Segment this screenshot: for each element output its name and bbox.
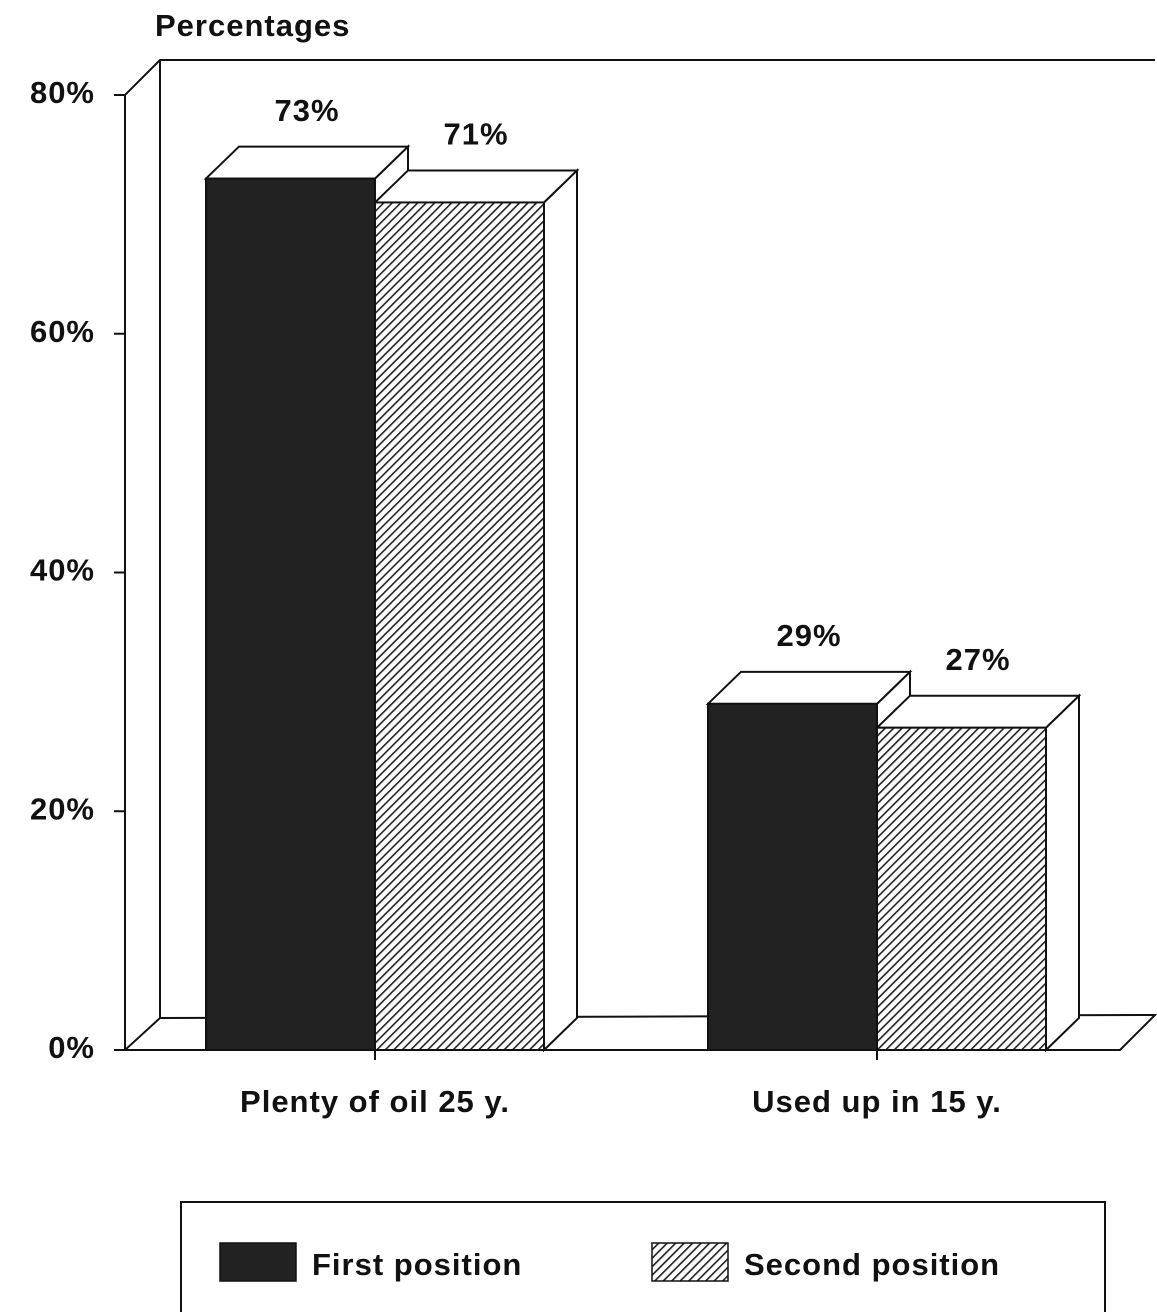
legend-swatch <box>219 1242 297 1282</box>
bar-front <box>205 177 376 1051</box>
chart-title: Percentages <box>155 8 350 43</box>
legend-label: Second position <box>744 1247 1000 1282</box>
data-label: 29% <box>776 618 841 653</box>
bar-top <box>203 145 411 180</box>
bar-top <box>705 670 913 705</box>
bar <box>372 168 580 1053</box>
y-tick-label: 40% <box>30 553 95 588</box>
bar-side <box>543 168 578 1053</box>
y-tick-label: 0% <box>48 1030 95 1065</box>
legend-box <box>180 1201 1106 1312</box>
bar-side <box>1045 693 1080 1053</box>
legend-label: First position <box>312 1247 522 1282</box>
data-label: 27% <box>945 642 1010 677</box>
data-label: 73% <box>274 93 339 128</box>
x-tick-label: Plenty of oil 25 y. <box>240 1084 510 1119</box>
bar-front <box>707 702 878 1051</box>
bar-front <box>876 726 1047 1051</box>
y-tick-label: 20% <box>30 791 95 826</box>
bar-top <box>372 169 580 204</box>
bar-top <box>874 694 1082 729</box>
x-tick-label: Used up in 15 y. <box>752 1084 1002 1119</box>
legend-swatch <box>651 1242 729 1282</box>
y-tick-label: 80% <box>30 75 95 110</box>
bar <box>874 693 1082 1053</box>
y-tick-label: 60% <box>30 314 95 349</box>
bar-front <box>374 201 545 1051</box>
data-label: 71% <box>443 117 508 152</box>
